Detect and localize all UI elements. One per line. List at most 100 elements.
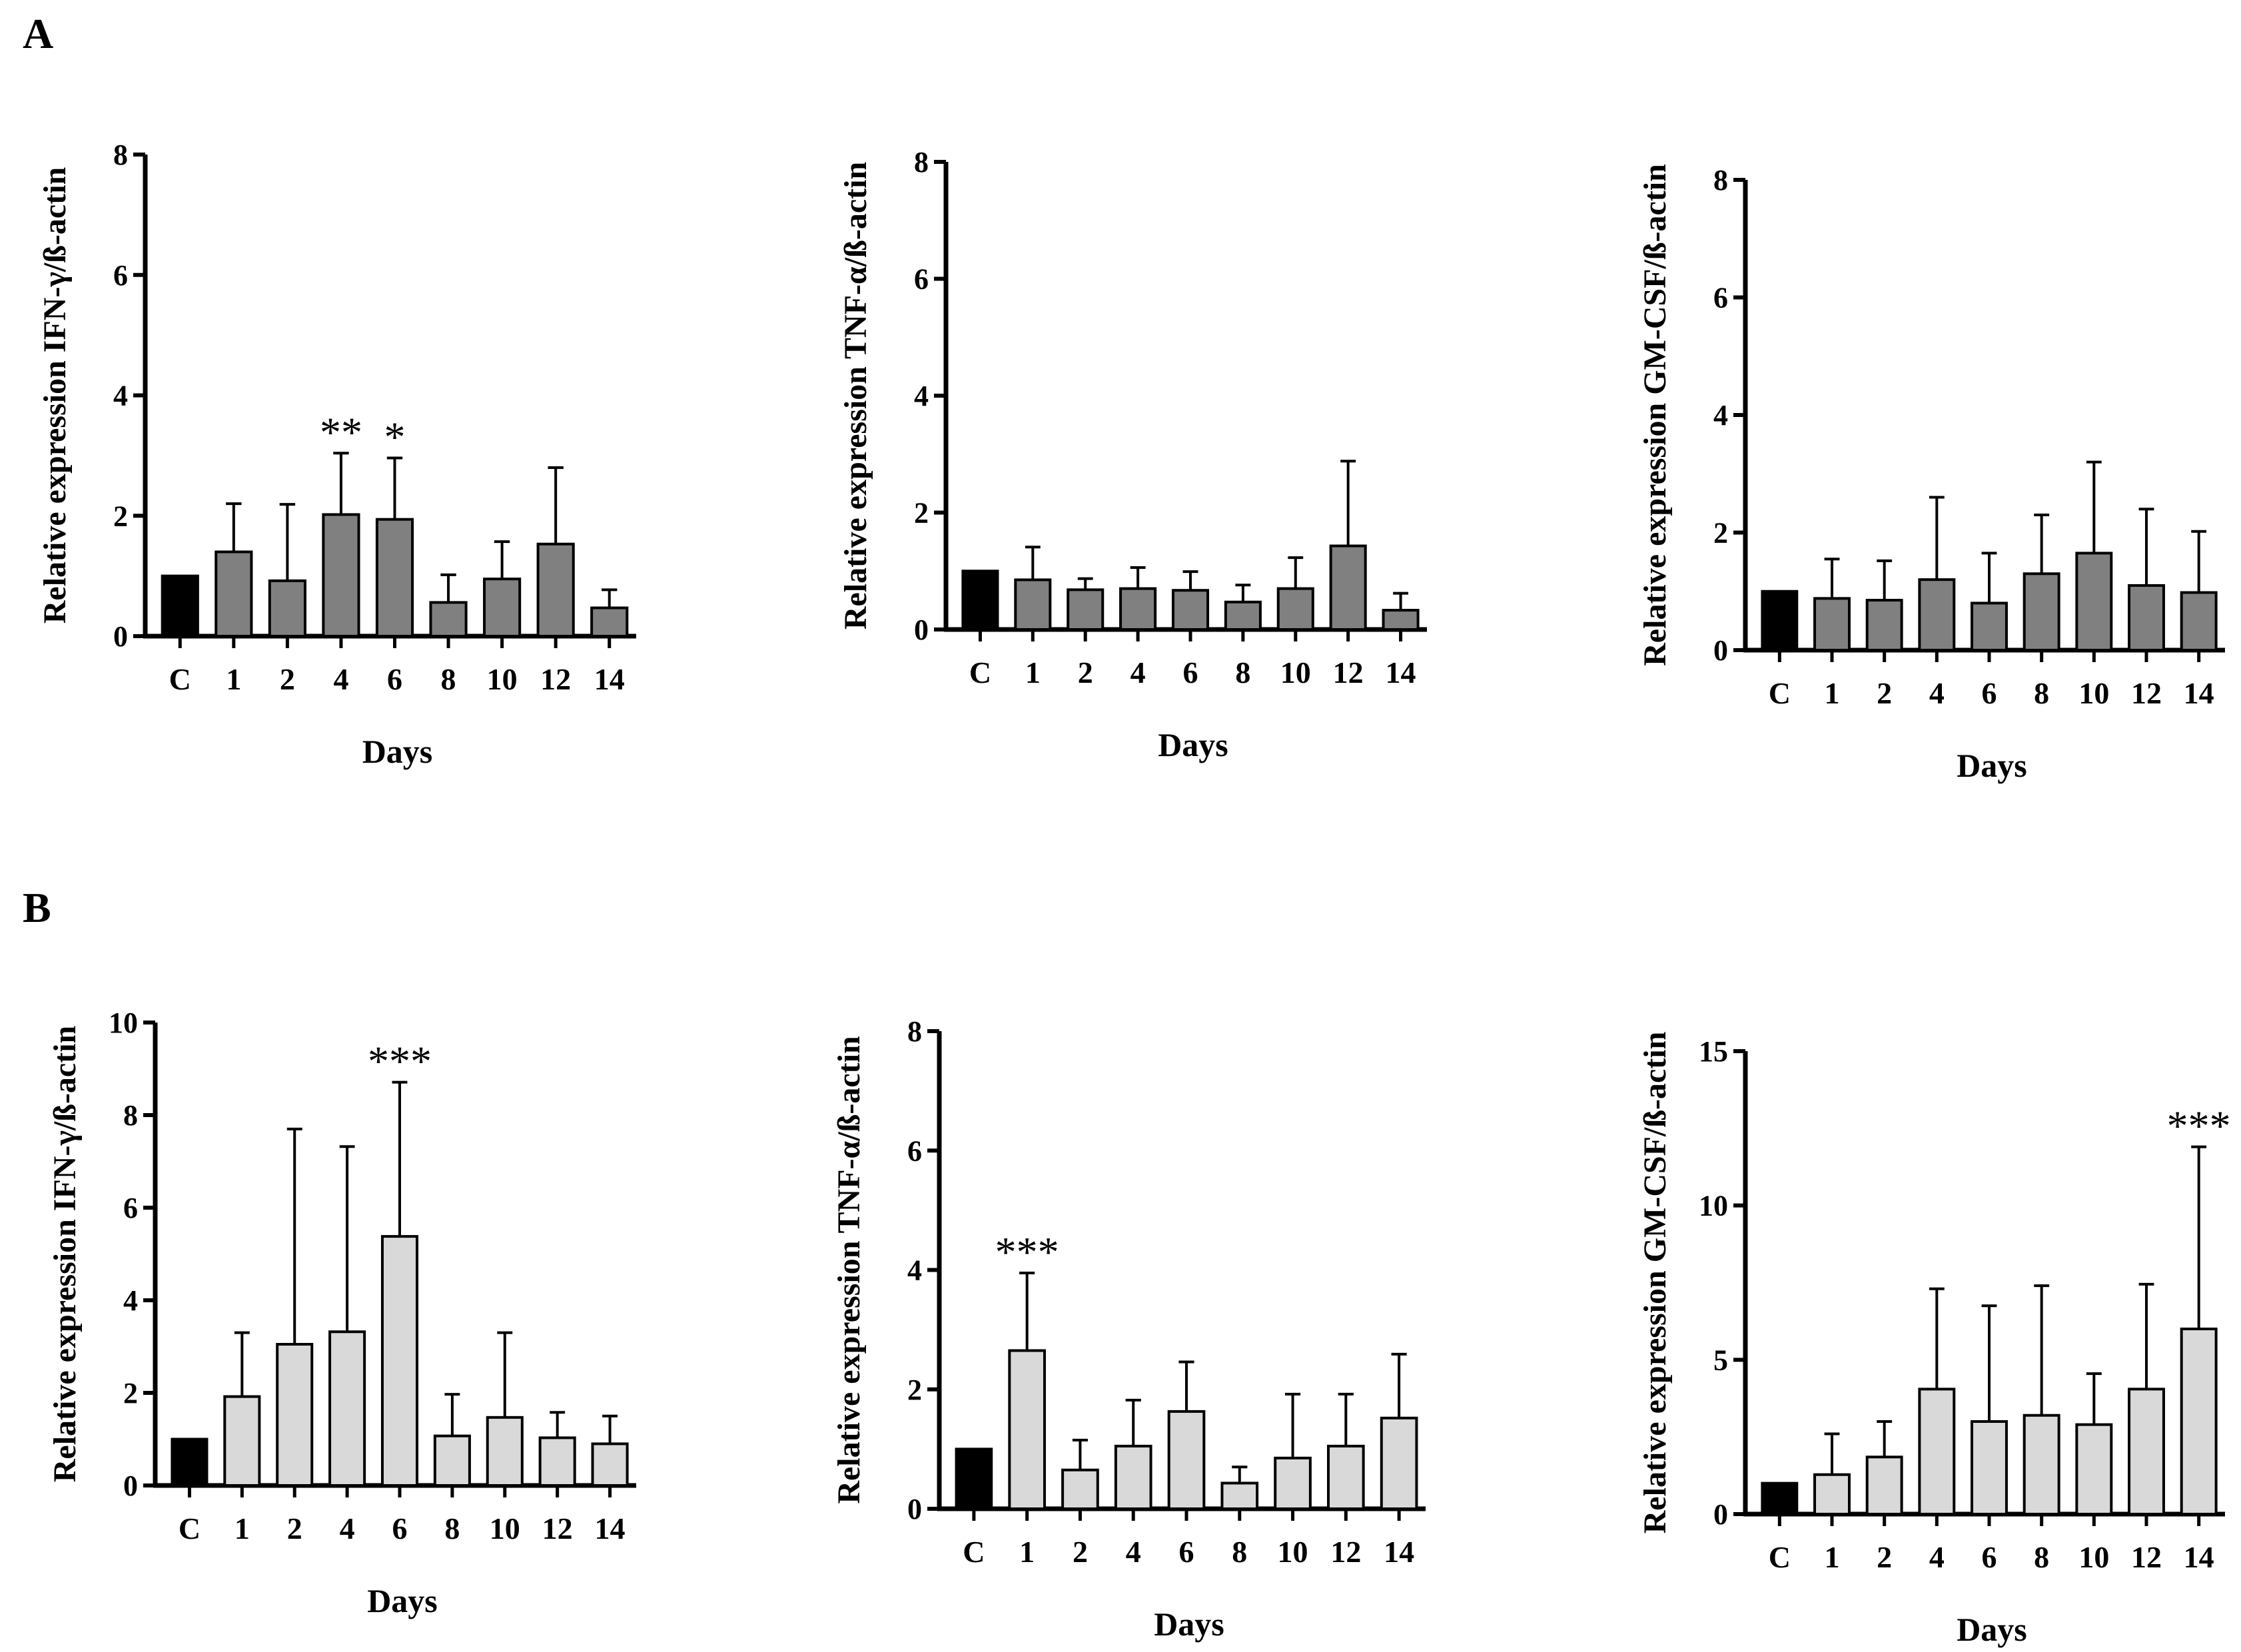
x-tick-label: 8 — [1235, 655, 1250, 689]
y-tick-label: 6 — [113, 259, 128, 292]
x-tick-label: 6 — [1183, 655, 1198, 689]
bar-day-8 — [1220, 1481, 1259, 1510]
bar-day-14 — [590, 606, 629, 637]
y-tick-label: 10 — [109, 1007, 138, 1039]
y-tick-label: 0 — [123, 1469, 138, 1502]
x-tick-label: 10 — [2078, 1540, 2109, 1574]
bar-day-1 — [1813, 1473, 1851, 1516]
y-tick-label: 10 — [1699, 1190, 1728, 1222]
x-tick-label: 6 — [1982, 1540, 1997, 1574]
x-tick-label: 14 — [2184, 676, 2214, 710]
bar-day-4 — [1119, 587, 1157, 631]
x-tick-label: 1 — [1019, 1535, 1035, 1569]
y-axis-title: Relative expression IFN-γ/ß-actin — [37, 167, 73, 624]
x-tick-label: 1 — [1025, 655, 1041, 689]
x-tick-label: 1 — [1825, 676, 1840, 710]
y-tick-label: 0 — [914, 614, 929, 646]
bar-day-6 — [1167, 1410, 1206, 1510]
bar-day-12 — [538, 1436, 576, 1487]
x-tick-label: C — [969, 655, 991, 689]
bar-day-10 — [486, 1416, 524, 1487]
x-tick-label: 1 — [226, 662, 241, 696]
x-tick-label: 12 — [1330, 1535, 1361, 1569]
bar-day-12 — [536, 542, 575, 637]
y-tick-label: 8 — [123, 1099, 138, 1132]
x-tick-label: 12 — [2131, 1540, 2162, 1574]
x-axis-title: Days — [1957, 1611, 2027, 1648]
x-tick-label: 14 — [1384, 1535, 1414, 1569]
x-tick-label: 4 — [1126, 1535, 1141, 1569]
y-tick-label: 2 — [1713, 517, 1728, 550]
bar-day-2 — [268, 579, 306, 637]
x-tick-label: 10 — [490, 1511, 520, 1545]
bar-day-8 — [1224, 600, 1262, 631]
significance-marker: * — [384, 413, 406, 460]
bar-day-2 — [1865, 598, 1903, 651]
bar-day-2 — [1865, 1455, 1903, 1516]
x-tick-label: 10 — [487, 662, 518, 696]
x-tick-label: 14 — [595, 1511, 626, 1545]
x-tick-label: 4 — [333, 662, 348, 696]
y-tick-label: 0 — [907, 1493, 922, 1525]
chart-a-tnf-alpha: Relative expression TNF-α/ß-actin Days 0… — [838, 146, 1427, 763]
bar-day-10 — [1276, 587, 1314, 631]
x-tick-label: 2 — [1078, 655, 1093, 689]
x-tick-label: 1 — [1825, 1540, 1840, 1574]
x-tick-label: 12 — [2131, 676, 2162, 710]
x-tick-label: 4 — [1929, 676, 1945, 710]
bar-day-4 — [328, 1330, 366, 1487]
significance-marker: *** — [2167, 1102, 2231, 1150]
bar-control — [961, 570, 999, 631]
y-tick-label: 8 — [1713, 164, 1728, 197]
y-tick-label: 6 — [1713, 282, 1728, 314]
x-tick-label: 8 — [441, 662, 456, 696]
bar-day-1 — [223, 1395, 261, 1487]
bar-day-6 — [1971, 602, 2008, 652]
x-axis-title: Days — [1158, 726, 1228, 763]
x-tick-label: 8 — [2034, 676, 2049, 710]
bar-day-2 — [1067, 588, 1105, 631]
bar-day-4 — [322, 513, 360, 637]
x-axis-title: Days — [1957, 747, 2027, 784]
bar-control — [161, 574, 199, 637]
bar-day-1 — [215, 550, 253, 637]
y-tick-label: 0 — [1713, 1498, 1728, 1531]
y-tick-label: 2 — [123, 1377, 138, 1410]
bar-day-4 — [1114, 1444, 1152, 1511]
y-axis-title: Relative expression GM-CSF/ß-actin — [1637, 1032, 1673, 1534]
y-tick-label: 4 — [1713, 399, 1728, 432]
y-tick-label: 8 — [907, 1015, 922, 1048]
x-tick-label: C — [1769, 676, 1791, 710]
y-tick-label: 8 — [914, 146, 929, 179]
x-tick-label: C — [1769, 1540, 1791, 1574]
significance-marker: ** — [320, 408, 362, 456]
bar-day-6 — [1971, 1420, 2008, 1515]
x-tick-label: 2 — [1877, 676, 1892, 710]
x-tick-label: 8 — [2034, 1540, 2049, 1574]
y-tick-label: 4 — [907, 1254, 922, 1287]
bar-day-6 — [380, 1235, 419, 1487]
x-axis-title: Days — [367, 1582, 438, 1619]
y-tick-label: 2 — [113, 500, 128, 532]
chart-b-ifn-gamma: Relative expression IFN-γ/ß-actin Days 0… — [47, 1007, 636, 1619]
panel-label-a: A — [23, 10, 53, 57]
y-axis-title: Relative expression TNF-α/ß-actin — [831, 1036, 867, 1503]
bar-day-1 — [1008, 1349, 1046, 1511]
x-tick-label: 4 — [1130, 655, 1146, 689]
bar-day-10 — [2075, 552, 2113, 652]
y-tick-label: 4 — [123, 1284, 138, 1317]
y-tick-label: 6 — [123, 1192, 138, 1224]
x-tick-label: 6 — [392, 1511, 408, 1545]
bar-day-12 — [1327, 1444, 1365, 1511]
x-tick-label: 10 — [1278, 1535, 1308, 1569]
y-axis-title: Relative expression TNF-α/ß-actin — [838, 162, 873, 629]
bar-day-14 — [2180, 1328, 2218, 1515]
bar-day-2 — [276, 1343, 314, 1487]
bar-day-8 — [433, 1434, 471, 1487]
bar-day-12 — [2128, 1388, 2165, 1516]
x-tick-label: 2 — [287, 1511, 302, 1545]
x-tick-label: 6 — [387, 662, 402, 696]
x-tick-label: 2 — [280, 662, 295, 696]
bar-day-8 — [429, 601, 468, 638]
